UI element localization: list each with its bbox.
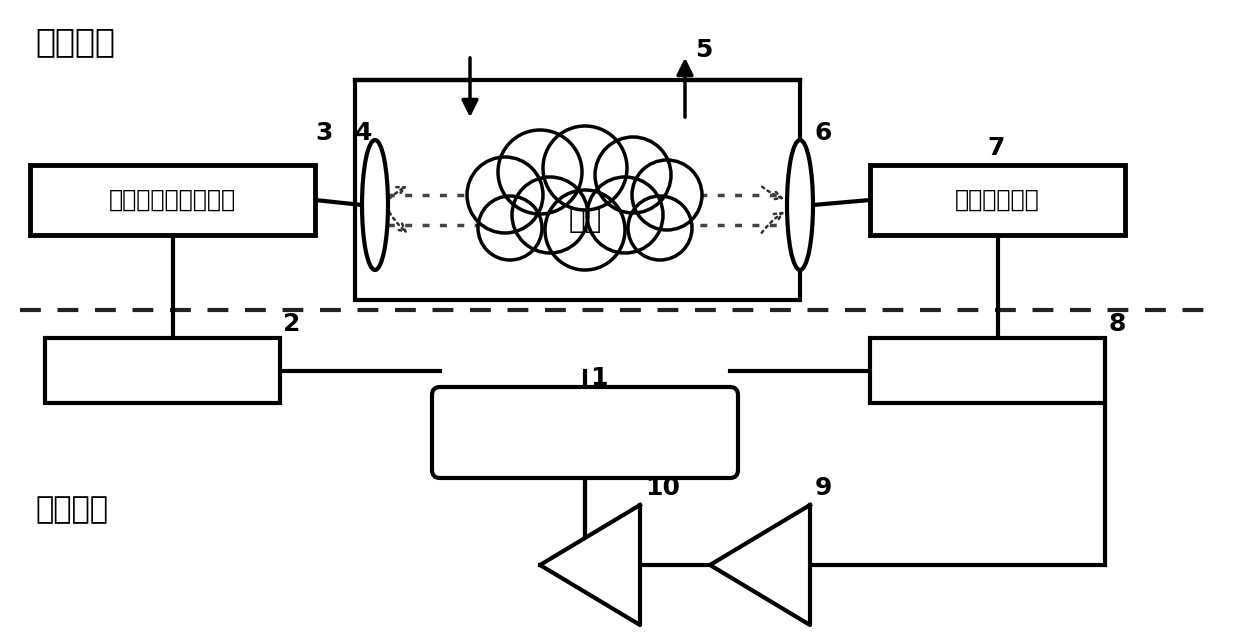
Circle shape — [628, 196, 693, 260]
Text: 气体: 气体 — [569, 206, 602, 234]
Text: 5: 5 — [695, 38, 712, 62]
Text: 3: 3 — [315, 121, 332, 145]
Circle shape — [498, 130, 582, 214]
FancyBboxPatch shape — [30, 165, 315, 235]
Polygon shape — [540, 505, 641, 625]
Text: 电路单元: 电路单元 — [35, 495, 108, 524]
Bar — [356, 80, 800, 300]
Circle shape — [543, 126, 627, 210]
Circle shape — [512, 177, 589, 253]
FancyBboxPatch shape — [432, 387, 738, 478]
FancyBboxPatch shape — [45, 338, 280, 403]
Text: 中红外探测器: 中红外探测器 — [955, 188, 1040, 212]
Text: 6: 6 — [815, 121, 833, 145]
Text: 1: 1 — [590, 366, 607, 390]
Text: 10: 10 — [646, 476, 680, 500]
Text: 2: 2 — [282, 312, 300, 336]
Circle shape — [545, 190, 624, 270]
Circle shape — [632, 160, 703, 230]
Text: 8: 8 — [1108, 312, 1125, 336]
Text: 9: 9 — [815, 476, 833, 500]
Ellipse shape — [787, 140, 813, 270]
Polygon shape — [710, 505, 810, 625]
Circle shape — [478, 196, 541, 260]
Text: 中红外可调谐激光器: 中红外可调谐激光器 — [109, 188, 237, 212]
Circle shape — [595, 137, 672, 213]
FancyBboxPatch shape — [870, 338, 1105, 403]
Circle shape — [587, 177, 663, 253]
Text: 7: 7 — [987, 136, 1005, 160]
FancyBboxPatch shape — [870, 165, 1125, 235]
Text: 4: 4 — [356, 121, 373, 145]
Text: 光路单元: 光路单元 — [35, 25, 115, 58]
Ellipse shape — [362, 140, 388, 270]
Circle shape — [467, 157, 543, 233]
